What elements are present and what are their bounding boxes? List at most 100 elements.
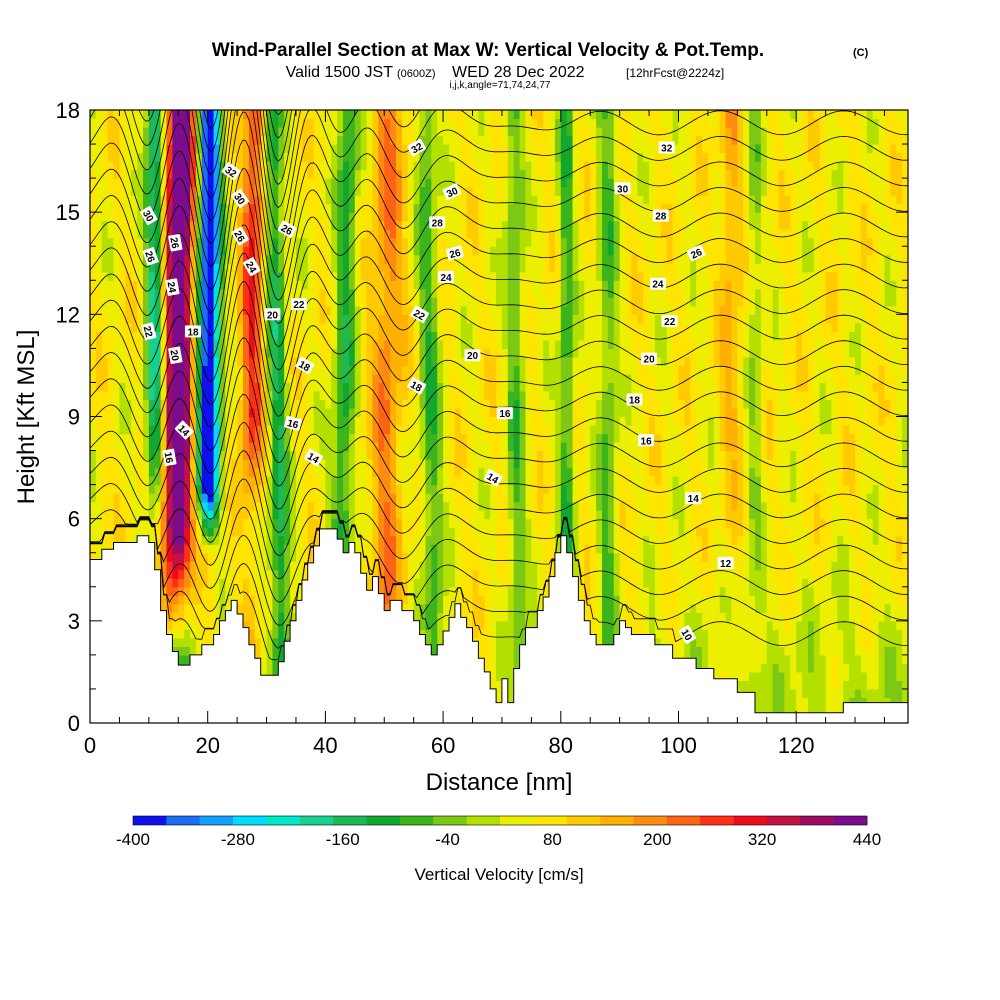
velocity-cell [213,220,221,230]
velocity-cell [190,212,197,222]
velocity-cell [243,246,250,256]
velocity-cell [278,390,285,401]
velocity-cell [331,484,338,494]
velocity-cell [390,450,397,460]
velocity-cell [407,518,415,528]
velocity-cell [119,467,126,477]
velocity-cell [107,484,115,494]
velocity-cell [466,535,474,545]
velocity-cell [407,152,415,162]
velocity-cell [166,331,173,341]
velocity-cell [101,152,109,162]
velocity-cell [307,152,315,162]
velocity-cell [284,586,291,596]
velocity-cell [419,110,427,120]
velocity-cell [225,484,232,494]
velocity-cell [454,322,462,332]
velocity-cell [231,535,238,545]
velocity-cell [466,433,474,443]
velocity-cell [360,356,368,367]
velocity-cell [272,501,279,511]
velocity-cell [201,246,209,256]
velocity-cell [207,212,215,222]
velocity-cell [360,280,368,290]
velocity-cell [354,467,362,477]
velocity-cell [396,569,403,579]
velocity-cell [137,135,144,145]
velocity-cell [184,144,191,154]
velocity-cell [319,322,326,332]
velocity-cell [472,246,479,256]
velocity-cell [307,178,315,188]
velocity-cell [378,416,385,426]
velocity-cell [207,305,215,315]
velocity-cell [366,518,374,528]
velocity-cell [454,195,462,205]
velocity-cell [413,339,421,349]
velocity-cell [478,135,485,145]
velocity-cell [225,603,232,613]
velocity-cell [360,203,368,213]
velocity-cell [448,527,456,537]
velocity-cell [260,663,268,673]
velocity-cell [407,339,415,349]
velocity-cell [284,501,291,511]
velocity-cell [278,195,285,205]
velocity-cell [190,390,197,401]
velocity-cell [448,518,456,528]
velocity-cell [219,254,226,264]
velocity-cell [366,144,374,154]
velocity-cell [348,322,356,332]
velocity-cell [460,433,468,443]
velocity-cell [178,203,185,213]
velocity-cell [295,569,303,579]
velocity-cell [413,518,421,528]
velocity-cell [95,459,103,469]
velocity-cell [101,127,109,137]
velocity-cell [443,535,450,545]
velocity-cell [178,373,185,384]
velocity-cell [431,416,438,426]
velocity-cell [184,612,191,622]
velocity-cell [419,280,427,290]
velocity-cell [331,220,338,230]
velocity-cell [443,552,450,562]
velocity-cell [266,280,274,290]
velocity-cell [172,161,179,171]
velocity-cell [331,331,338,341]
velocity-cell [448,314,456,324]
velocity-cell [454,297,462,307]
velocity-cell [272,433,279,443]
velocity-cell [431,399,438,409]
velocity-cell [237,442,244,452]
velocity-cell [419,118,427,128]
velocity-cell [466,612,474,622]
velocity-cell [460,339,468,349]
velocity-cell [243,484,250,494]
velocity-cell [378,390,385,401]
velocity-cell [407,365,415,375]
velocity-cell [354,254,362,264]
velocity-cell [148,442,156,452]
velocity-cell [466,467,474,477]
velocity-cell [348,186,356,196]
velocity-cell [307,339,315,349]
velocity-cell [178,246,185,256]
velocity-cell [401,459,409,469]
velocity-cell [119,169,126,179]
velocity-cell [437,535,444,545]
velocity-cell [107,425,115,435]
velocity-cell [425,118,432,128]
velocity-cell [490,646,497,656]
velocity-cell [184,510,191,520]
velocity-cell [384,280,391,290]
velocity-cell [460,178,468,188]
velocity-cell [407,186,415,196]
velocity-cell [225,544,232,554]
velocity-cell [178,578,185,588]
velocity-cell [278,399,285,409]
velocity-cell [113,348,121,358]
velocity-cell [396,322,403,332]
velocity-cell [107,382,115,392]
velocity-cell [113,135,121,145]
